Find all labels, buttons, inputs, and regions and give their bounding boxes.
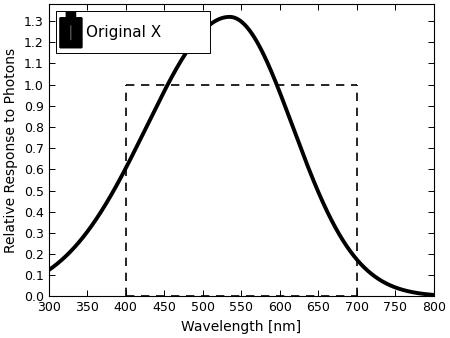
- FancyBboxPatch shape: [60, 18, 82, 48]
- Y-axis label: Relative Response to Photons: Relative Response to Photons: [4, 48, 18, 253]
- FancyBboxPatch shape: [60, 18, 82, 48]
- X-axis label: Wavelength [nm]: Wavelength [nm]: [181, 320, 301, 334]
- FancyBboxPatch shape: [66, 12, 76, 19]
- Text: Original X: Original X: [86, 25, 162, 40]
- Text: Original X: Original X: [86, 25, 162, 40]
- FancyBboxPatch shape: [56, 10, 211, 53]
